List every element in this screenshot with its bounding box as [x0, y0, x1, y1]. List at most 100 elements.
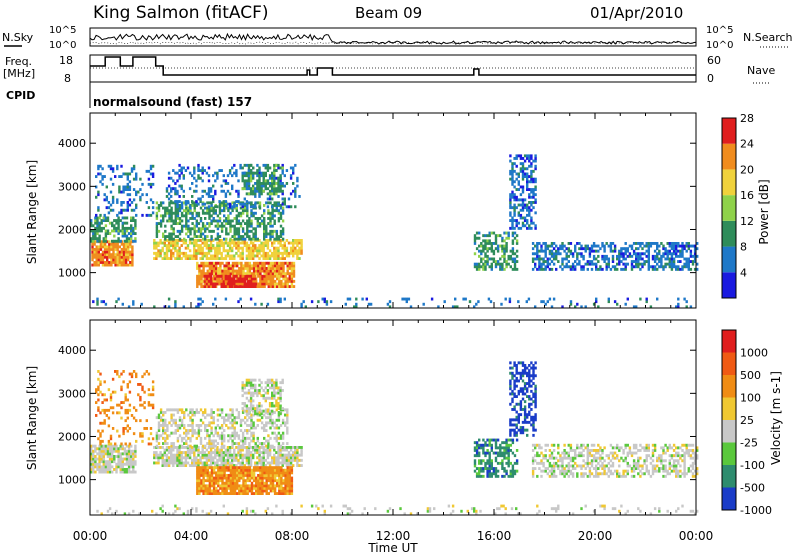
heatmap-cell	[605, 262, 608, 266]
heatmap-cell	[252, 439, 255, 443]
heatmap-cell	[243, 285, 246, 288]
heatmap-cell	[198, 466, 201, 470]
heatmap-cell	[660, 257, 663, 261]
heatmap-cell	[287, 464, 291, 467]
heatmap-cell	[111, 239, 114, 243]
heatmap-cell	[286, 421, 289, 425]
heatmap-cell	[296, 464, 299, 467]
heatmap-cell	[145, 427, 148, 430]
heatmap-cell	[264, 182, 267, 185]
heatmap-cell	[258, 176, 261, 180]
heatmap-cell	[214, 171, 217, 175]
heatmap-cell	[279, 461, 282, 465]
heatmap-cell	[170, 241, 173, 245]
heatmap-cell	[252, 282, 255, 286]
heatmap-cell	[117, 297, 120, 301]
heatmap-cell	[256, 246, 259, 250]
heatmap-cell	[111, 460, 114, 464]
heatmap-cell	[215, 269, 218, 273]
heatmap-cell	[250, 421, 253, 425]
heatmap-cell	[628, 252, 632, 256]
heatmap-cell	[255, 267, 258, 270]
heatmap-cell	[273, 163, 276, 167]
heatmap-cell	[99, 432, 102, 436]
heatmap-cell	[679, 249, 682, 253]
heatmap-cell	[103, 261, 107, 264]
heatmap-cell	[90, 468, 93, 471]
heatmap-cell	[135, 193, 138, 197]
heatmap-cell	[151, 211, 155, 215]
heatmap-cell	[239, 285, 242, 288]
heatmap-cell	[129, 250, 132, 254]
heatmap-cell	[484, 247, 487, 251]
heatmap-cell	[127, 305, 131, 309]
heatmap-cell	[225, 267, 228, 270]
heatmap-cell	[586, 260, 589, 263]
heatmap-cell	[127, 253, 130, 257]
heatmap-cell	[519, 198, 523, 202]
heatmap-cell	[161, 246, 164, 250]
heatmap-cell	[183, 411, 186, 414]
heatmap-cell	[262, 249, 265, 253]
heatmap-cell	[202, 279, 205, 283]
heatmap-cell	[196, 466, 199, 470]
heatmap-cell	[233, 416, 236, 420]
heatmap-cell	[249, 456, 253, 460]
nave-tick-bottom: 0	[707, 72, 714, 85]
heatmap-cell	[269, 267, 273, 270]
heatmap-cell	[576, 302, 579, 306]
heatmap-cell	[271, 418, 274, 422]
heatmap-cell	[149, 164, 153, 168]
heatmap-cell	[526, 172, 529, 176]
heatmap-cell	[183, 209, 186, 213]
heatmap-cell	[137, 393, 140, 397]
heatmap-cell	[99, 180, 102, 184]
heatmap-cell	[277, 300, 280, 304]
heatmap-cell	[170, 431, 173, 435]
heatmap-cell	[115, 449, 118, 453]
heatmap-cell	[208, 269, 212, 273]
heatmap-cell	[92, 232, 95, 235]
heatmap-cell	[233, 418, 236, 422]
heatmap-cell	[203, 461, 206, 465]
heatmap-cell	[257, 489, 260, 493]
heatmap-cell	[262, 171, 265, 175]
heatmap-cell	[98, 444, 101, 448]
heatmap-cell	[225, 206, 228, 210]
heatmap-cell	[259, 492, 262, 495]
heatmap-cell	[117, 465, 120, 469]
heatmap-cell	[267, 484, 270, 488]
heatmap-cell	[208, 476, 212, 480]
heatmap-cell	[252, 227, 255, 231]
heatmap-cell	[176, 214, 180, 218]
heatmap-cell	[246, 429, 249, 432]
heatmap-cell	[107, 211, 111, 215]
heatmap-cell	[106, 229, 110, 233]
heatmap-cell	[124, 248, 128, 251]
heatmap-cell	[105, 408, 108, 412]
heatmap-cell	[267, 416, 270, 420]
heatmap-cell	[120, 416, 123, 420]
heatmap-cell	[422, 302, 425, 306]
heatmap-cell	[99, 442, 102, 446]
heatmap-cell	[276, 277, 279, 281]
heatmap-cell	[118, 261, 121, 264]
heatmap-cell	[269, 468, 273, 472]
heatmap-cell	[271, 479, 275, 483]
heatmap-cell	[276, 261, 279, 265]
heatmap-cell	[153, 251, 156, 255]
heatmap-cell	[592, 244, 596, 248]
heatmap-cell	[268, 192, 272, 196]
heatmap-cell	[119, 468, 122, 471]
heatmap-cell	[653, 257, 657, 261]
heatmap-cell	[273, 254, 276, 258]
heatmap-cell	[258, 408, 262, 412]
heatmap-cell	[265, 277, 268, 281]
heatmap-cell	[567, 247, 570, 251]
heatmap-cell	[233, 421, 236, 425]
heatmap-cell	[203, 254, 206, 258]
heatmap-cell	[247, 257, 251, 260]
heatmap-cell	[285, 182, 289, 185]
heatmap-cell	[236, 264, 239, 268]
heatmap-cell	[172, 421, 175, 425]
